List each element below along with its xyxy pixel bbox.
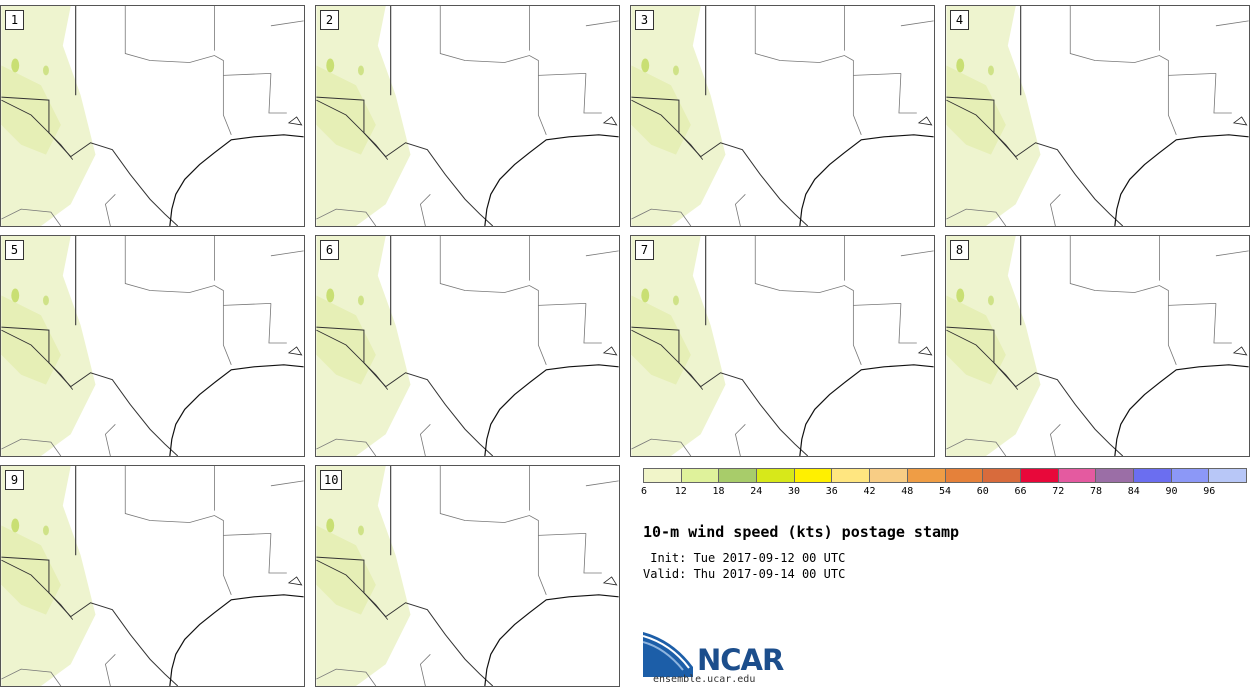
member-number: 7 [635,240,654,260]
member-number: 10 [320,470,343,490]
map-panel-3: 3 [630,5,935,227]
wind-map [946,236,1249,456]
member-number: 2 [320,10,339,30]
site-url: ensemble.ucar.edu [653,674,756,685]
colorbar-segment [1171,469,1210,482]
colorbar-tick-label: 96 [1203,486,1216,497]
colorbar-segment [983,469,1021,482]
map-panel-4: 4 [945,5,1250,227]
map-panel-5: 5 [0,235,305,457]
colorbar-segment [757,469,795,482]
product-title: 10-m wind speed (kts) postage stamp [643,523,960,541]
colorbar-segment [1058,469,1097,482]
ncar-logo-text: NCAR [697,643,784,677]
colorbar-tick-label: 42 [863,486,876,497]
colorbar-segment [870,469,908,482]
valid-time: Valid: Thu 2017-09-14 00 UTC [643,567,846,581]
colorbar-tick-label: 30 [787,486,801,497]
colorbar-segment [681,469,720,482]
map-panel-8: 8 [945,235,1250,457]
wind-map [316,236,619,456]
colorbar-tick-label: 48 [901,486,914,497]
map-panel-10: 10 [315,465,620,687]
member-number: 1 [5,10,24,30]
colorbar-segment [907,469,946,482]
colorbar-tick-label: 18 [712,486,725,497]
member-number: 5 [5,240,24,260]
colorbar-tick-label: 36 [825,486,838,497]
wind-map [946,6,1249,226]
wind-map [631,6,934,226]
colorbar-tick-label: 54 [938,486,952,497]
colorbar-tick-label: 12 [674,486,687,497]
member-number: 9 [5,470,24,490]
colorbar-ticks: 6 12 18 24 30 36 42 48 54 60 66 72 78 84 90 96 [641,486,1247,500]
wind-map [316,466,619,686]
colorbar-segment [1133,469,1172,482]
map-panel-6: 6 [315,235,620,457]
colorbar-tick-label: 24 [750,486,763,497]
colorbar-tick-label: 84 [1127,486,1140,497]
colorbar-tick-label: 72 [1052,486,1065,497]
member-number: 6 [320,240,339,260]
map-panel-9: 9 [0,465,305,687]
colorbar-segment [1096,469,1134,482]
colorbar-segment [1209,469,1246,482]
map-panel-1: 1 [0,5,305,227]
wind-map [1,236,304,456]
colorbar-tick-label: 78 [1089,486,1103,497]
init-time: Init: Tue 2017-09-12 00 UTC [643,551,846,565]
colorbar-tick-label: 90 [1165,486,1178,497]
member-number: 3 [635,10,654,30]
colorbar-segment [644,469,682,482]
member-number: 8 [950,240,969,260]
wind-map [316,6,619,226]
colorbar-segment [832,469,871,482]
wind-map [1,6,304,226]
colorbar-tick-label: 66 [1014,486,1027,497]
colorbar-segment [794,469,833,482]
map-panel-7: 7 [630,235,935,457]
colorbar-segment [945,469,984,482]
colorbar-segment [719,469,758,482]
wind-speed-colorbar [643,468,1247,483]
member-number: 4 [950,10,969,30]
colorbar-tick-label: 60 [976,486,989,497]
wind-map [631,236,934,456]
ncar-logo-icon [643,632,693,677]
map-panel-2: 2 [315,5,620,227]
colorbar-tick-label: 6 [641,486,648,497]
colorbar-segment [1020,469,1059,482]
wind-map [1,466,304,686]
